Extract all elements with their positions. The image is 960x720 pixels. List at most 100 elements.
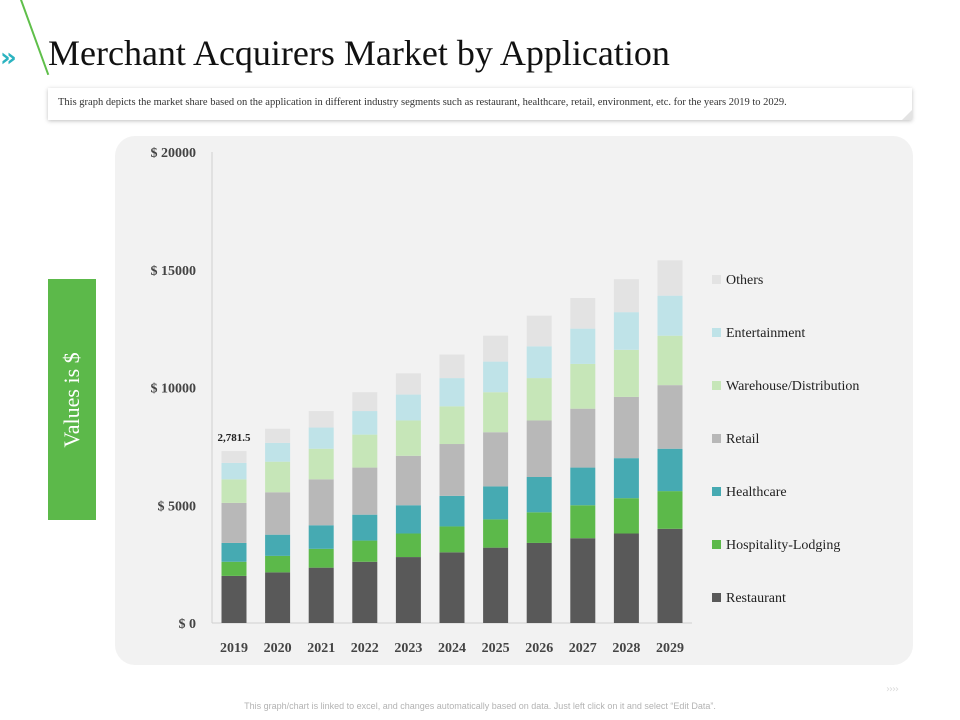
bar-segment-warehouse-distribution [526, 378, 552, 421]
bar-segment-others [352, 392, 378, 412]
bar-segment-hospitality-lodging [483, 519, 509, 548]
bar-segment-others [570, 298, 596, 329]
bar-segment-hospitality-lodging [221, 561, 247, 576]
bar-segment-hospitality-lodging [308, 548, 334, 568]
bar-segment-healthcare [352, 514, 378, 541]
bar-segment-warehouse-distribution [352, 434, 378, 468]
bar-segment-retail [483, 432, 509, 487]
x-tick-label: 2024 [438, 641, 466, 656]
legend-label: Healthcare [726, 485, 787, 500]
bar-segment-others [221, 451, 247, 463]
legend-label: Restaurant [726, 591, 786, 606]
bar-segment-restaurant [439, 552, 465, 623]
footer-note: This graph/chart is linked to excel, and… [244, 701, 716, 711]
bar-segment-restaurant [308, 567, 334, 623]
bar-segment-warehouse-distribution [439, 406, 465, 445]
x-tick-label: 2028 [612, 641, 640, 656]
bar-segment-warehouse-distribution [308, 448, 334, 480]
bar-segment-others [395, 373, 421, 395]
bar-segment-others [657, 260, 683, 296]
x-tick-label: 2021 [307, 641, 335, 656]
legend-label: Retail [726, 432, 760, 447]
legend-swatch [712, 593, 721, 602]
legend-swatch [712, 540, 721, 549]
legend-swatch [712, 275, 721, 284]
bar-segment-hospitality-lodging [570, 505, 596, 539]
bar-segment-hospitality-lodging [439, 526, 465, 553]
bar-segment-healthcare [570, 467, 596, 506]
y-axis-label-box: Values is $ [48, 279, 96, 520]
x-tick-label: 2022 [351, 641, 379, 656]
bar-segment-healthcare [526, 476, 552, 513]
bar-segment-others [439, 354, 465, 379]
bar-segment-warehouse-distribution [570, 363, 596, 409]
bar-segment-others [265, 428, 291, 443]
y-tick-label: $ 10000 [151, 382, 197, 397]
bar-segment-retail [221, 502, 247, 543]
bar-segment-retail [352, 467, 378, 515]
legend-swatch [712, 487, 721, 496]
chart-panel [115, 136, 913, 665]
bar-segment-warehouse-distribution [395, 420, 421, 456]
bar-segment-warehouse-distribution [657, 335, 683, 386]
bar-segment-retail [526, 420, 552, 477]
bar-segment-healthcare [613, 458, 639, 499]
bar-segment-retail [395, 455, 421, 506]
bar-segment-others [613, 279, 639, 313]
bar-segment-restaurant [526, 542, 552, 623]
bar-segment-healthcare [221, 542, 247, 562]
y-tick-label: $ 5000 [158, 499, 197, 514]
bar-segment-hospitality-lodging [395, 533, 421, 558]
bar-segment-entertainment [526, 346, 552, 379]
bar-segment-entertainment [483, 361, 509, 393]
bar-segment-entertainment [221, 462, 247, 480]
bar-segment-retail [613, 396, 639, 459]
legend-swatch [712, 381, 721, 390]
bar-segment-entertainment [308, 427, 334, 449]
bar-segment-restaurant [352, 561, 378, 623]
bar-segment-warehouse-distribution [221, 479, 247, 503]
bar-segment-restaurant [265, 572, 291, 623]
y-tick-label: $ 20000 [151, 146, 197, 161]
bar-segment-hospitality-lodging [526, 512, 552, 543]
bar-segment-others [483, 335, 509, 362]
bar-segment-entertainment [352, 411, 378, 435]
bar-segment-others [526, 315, 552, 347]
bar-segment-entertainment [265, 442, 291, 462]
bar-segment-entertainment [613, 312, 639, 350]
x-tick-label: 2026 [525, 641, 553, 656]
bar-segment-healthcare [395, 505, 421, 534]
bar-segment-restaurant [613, 533, 639, 623]
x-tick-label: 2029 [656, 641, 684, 656]
legend-label: Entertainment [726, 326, 805, 341]
description-box: This graph depicts the market share base… [48, 88, 912, 120]
legend-label: Hospitality-Lodging [726, 538, 840, 553]
bar-segment-retail [570, 408, 596, 468]
bar-segment-entertainment [439, 378, 465, 407]
legend-swatch [712, 434, 721, 443]
bar-segment-restaurant [395, 557, 421, 623]
legend-label: Warehouse/Distribution [726, 379, 859, 394]
page-title: Merchant Acquirers Market by Application [48, 33, 670, 73]
bar-segment-restaurant [657, 528, 683, 623]
bar-segment-restaurant [570, 538, 596, 623]
bar-segment-healthcare [657, 448, 683, 492]
bar-segment-warehouse-distribution [265, 461, 291, 493]
y-tick-label: $ 15000 [151, 264, 197, 279]
bar-segment-healthcare [308, 525, 334, 549]
bar-segment-entertainment [570, 328, 596, 364]
bar-segment-retail [265, 492, 291, 535]
x-tick-label: 2019 [220, 641, 248, 656]
data-label: 2,781.5 [218, 432, 252, 444]
bar-segment-warehouse-distribution [483, 392, 509, 433]
bar-segment-others [308, 411, 334, 428]
description-text: This graph depicts the market share base… [58, 97, 787, 108]
bar-segment-retail [439, 444, 465, 496]
next-arrows-icon: ›››› [886, 684, 899, 695]
bar-segment-entertainment [657, 295, 683, 336]
bar-segment-restaurant [221, 575, 247, 623]
bar-segment-hospitality-lodging [352, 540, 378, 562]
bar-segment-hospitality-lodging [613, 498, 639, 534]
x-tick-label: 2020 [264, 641, 292, 656]
